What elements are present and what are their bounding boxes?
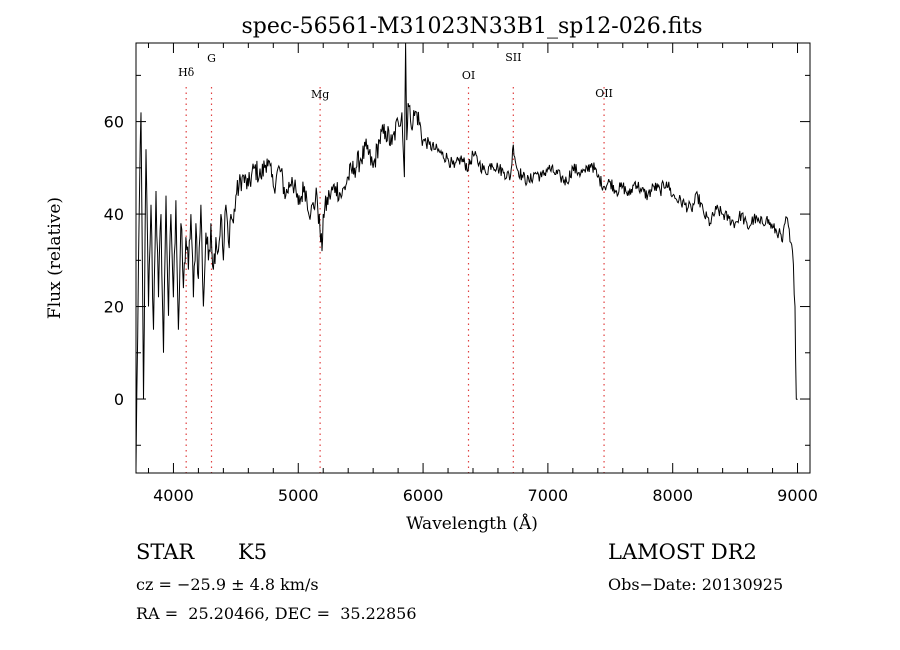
y-tick-label: 40 bbox=[104, 205, 124, 224]
spectral-line-label: Mg bbox=[311, 88, 329, 101]
spectral-line-label: SII bbox=[505, 51, 521, 64]
spectral-line-label: OI bbox=[462, 69, 475, 82]
spectrum-series bbox=[135, 42, 798, 469]
x-tick-label: 9000 bbox=[777, 486, 818, 505]
x-tick-label: 5000 bbox=[278, 486, 319, 505]
spectral-line-label: OII bbox=[595, 87, 613, 100]
x-axis-label: Wavelength (Å) bbox=[406, 513, 538, 534]
chart-title: spec-56561-M31023N33B1_sp12-026.fits bbox=[241, 14, 702, 39]
redshift-velocity: cz = −25.9 ± 4.8 km/s bbox=[136, 575, 319, 594]
plot-axes: 4000 5000 6000 7000 8000 9000 0 20 40 60 bbox=[104, 42, 818, 505]
y-tick-label: 20 bbox=[104, 298, 124, 317]
spectrum-line bbox=[135, 42, 798, 469]
survey-name: LAMOST DR2 bbox=[608, 540, 757, 564]
object-type: STAR bbox=[136, 540, 195, 564]
spectral-line-label: Hδ bbox=[178, 66, 195, 79]
x-tick-label: 8000 bbox=[652, 486, 693, 505]
y-axis-label: Flux (relative) bbox=[45, 197, 65, 319]
coordinates: RA = 25.20466, DEC = 35.22856 bbox=[136, 604, 417, 623]
spectral-line-label: G bbox=[207, 52, 216, 65]
x-tick-label: 7000 bbox=[528, 486, 569, 505]
observation-date: Obs−Date: 20130925 bbox=[608, 575, 784, 594]
x-tick-label: 4000 bbox=[153, 486, 194, 505]
object-subclass: K5 bbox=[238, 540, 268, 564]
spectral-line-markers: Hδ G Mg OI SII OII bbox=[178, 51, 613, 473]
plot-frame bbox=[135, 42, 811, 474]
x-tick-label: 6000 bbox=[403, 486, 444, 505]
y-tick-label: 0 bbox=[114, 390, 124, 409]
y-tick-label: 60 bbox=[104, 113, 124, 132]
